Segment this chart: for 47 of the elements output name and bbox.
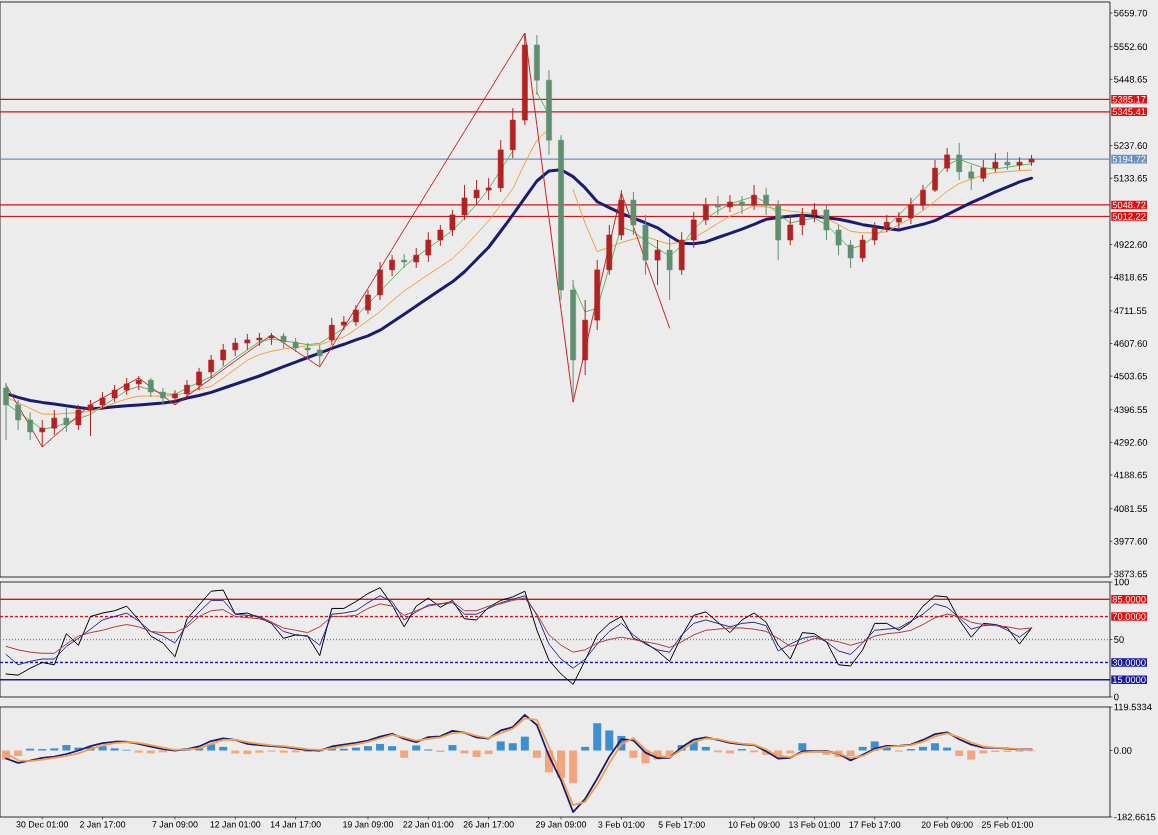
x-tick-label: 13 Feb 01:00: [789, 821, 840, 828]
ref-line-label: 85.0000: [1112, 595, 1146, 603]
ref-line-label: 30.0000: [1112, 659, 1146, 666]
y-tick-label: 4607.60: [1113, 340, 1148, 347]
x-tick-label: 22 Jan 01:00: [403, 821, 454, 828]
x-tick-label: 17 Feb 17:00: [849, 821, 901, 828]
x-tick-label: 10 Feb 09:00: [728, 821, 780, 828]
y-tick-label: 4818.65: [1113, 273, 1148, 281]
ref-line-label: 70.0000: [1112, 613, 1146, 620]
y-tick-label: 4396.55: [1113, 406, 1148, 414]
x-tick-label: 14 Jan 17:00: [270, 821, 321, 828]
x-tick-label: 2 Jan 17:00: [80, 821, 126, 828]
x-tick-label: 19 Jan 09:00: [343, 821, 394, 828]
y-tick-label: 50: [1114, 636, 1124, 643]
y-tick-label: 4188.65: [1113, 471, 1148, 479]
x-tick-label: 20 Feb 09:00: [921, 821, 973, 828]
ref-line-label: 5012.22: [1112, 213, 1146, 220]
y-tick-label: 4922.60: [1113, 241, 1148, 248]
y-tick-label: 4503.65: [1113, 372, 1148, 380]
ref-line-label: 15.0000: [1112, 676, 1146, 684]
ref-line-label: 5385.17: [1112, 96, 1146, 103]
y-tick-label: 0: [1114, 693, 1119, 701]
y-tick-label: 4292.60: [1113, 439, 1148, 446]
y-tick-label: 5448.65: [1114, 76, 1148, 83]
y-tick-label: 5552.60: [1114, 43, 1148, 51]
x-tick-label: 26 Jan 17:00: [463, 821, 514, 828]
x-tick-label: 25 Feb 01:00: [981, 821, 1034, 828]
y-tick-label: 5659.70: [1114, 9, 1148, 17]
x-tick-label: 12 Jan 01:00: [210, 821, 261, 828]
y-tick-label: 4081.55: [1113, 505, 1148, 512]
x-tick-label: 3 Feb 01:00: [598, 821, 645, 828]
y-tick-label: 119.5334: [1114, 703, 1152, 711]
ref-line-label: 5048.72: [1112, 201, 1146, 209]
y-tick-label: 100: [1114, 578, 1129, 586]
x-tick-label: 30 Dec 01:00: [16, 821, 69, 828]
y-tick-label: 3977.60: [1114, 538, 1148, 545]
x-tick-label: 5 Feb 17:00: [658, 821, 705, 828]
y-tick-label: 5133.65: [1114, 174, 1148, 182]
ref-line-label: 5345.41: [1112, 108, 1146, 116]
x-tick-label: 7 Jan 09:00: [152, 821, 198, 828]
y-tick-label: -182.6615: [1114, 813, 1156, 821]
y-tick-label: 4711.55: [1113, 307, 1147, 315]
y-tick-label: 3873.65: [1114, 570, 1148, 578]
ref-line-label: 5194.72: [1112, 155, 1146, 163]
x-tick-label: 29 Jan 09:00: [536, 821, 587, 828]
y-tick-label: 0.00: [1114, 747, 1132, 754]
y-tick-label: 5237.60: [1114, 142, 1148, 149]
